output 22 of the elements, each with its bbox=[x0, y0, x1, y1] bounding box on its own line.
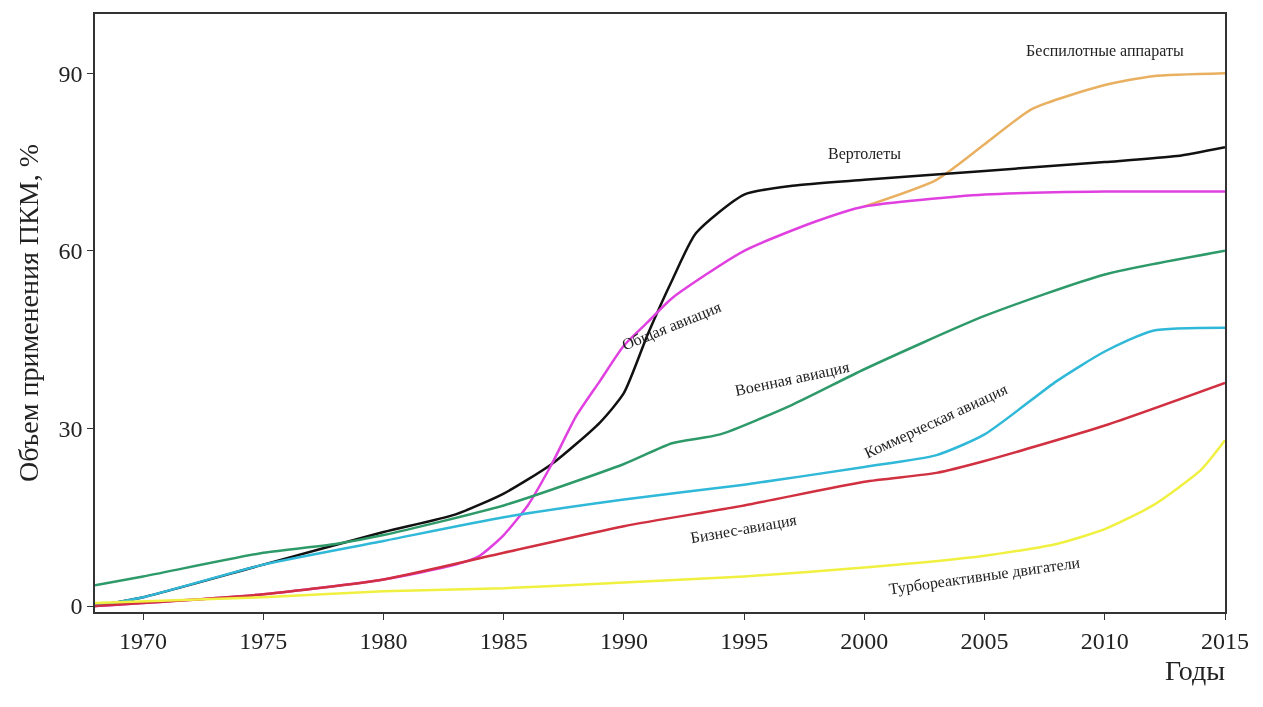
y-axis-title: Объем применения ПКМ, % bbox=[12, 144, 44, 482]
text: Бизнес-авиация bbox=[689, 510, 799, 548]
y-tick-label: 60 bbox=[58, 238, 83, 265]
x-tick-label: 1990 bbox=[599, 627, 648, 654]
series-label: Вертолеты bbox=[828, 145, 902, 163]
y-tick-label: 30 bbox=[58, 415, 83, 442]
text: Общая авиация bbox=[619, 297, 725, 355]
x-tick-label: 1980 bbox=[359, 627, 408, 654]
x-tick-label: 2010 bbox=[1080, 627, 1129, 654]
x-tick-label: 2000 bbox=[840, 627, 889, 654]
x-tick-label: 1975 bbox=[239, 627, 288, 654]
x-axis-title: Годы bbox=[1165, 655, 1226, 687]
y-tick-label: 0 bbox=[70, 593, 83, 620]
x-tick-label: 2005 bbox=[960, 627, 1009, 654]
series-label: Беспилотные аппараты bbox=[1026, 42, 1184, 60]
text: Турбореактивные двигатели bbox=[887, 553, 1082, 599]
x-tick-label: 1985 bbox=[479, 627, 528, 654]
x-tick-label: 2015 bbox=[1201, 627, 1249, 654]
y-tick-label: 90 bbox=[58, 60, 83, 87]
x-tick-label: 1970 bbox=[119, 627, 168, 654]
text: Военная авиация bbox=[733, 357, 852, 400]
x-tick-label: 1995 bbox=[720, 627, 769, 654]
